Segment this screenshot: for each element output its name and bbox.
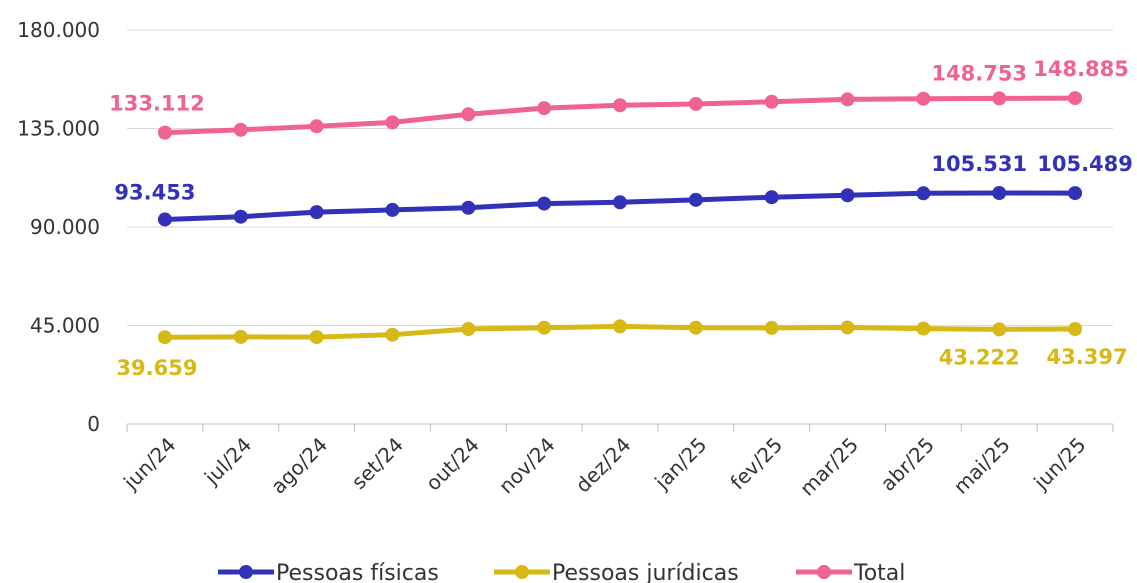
data-point	[157, 330, 172, 345]
data-point	[916, 91, 931, 106]
data-label: 93.453	[114, 180, 195, 204]
data-point	[613, 98, 627, 113]
data-point	[688, 192, 703, 207]
data-label: 148.885	[1033, 57, 1129, 81]
data-point	[157, 212, 172, 227]
y-tick-label: 45.000	[30, 314, 100, 338]
data-point	[537, 196, 552, 211]
legend-swatch-marker	[515, 565, 529, 579]
data-point	[916, 321, 931, 336]
y-tick-label: 90.000	[30, 215, 100, 239]
data-point	[309, 205, 324, 220]
data-point	[537, 101, 552, 116]
x-tick-label: mar/25	[795, 433, 863, 501]
x-tick-label: jan/25	[649, 433, 711, 495]
data-point	[613, 195, 627, 210]
x-tick-label: fev/25	[725, 433, 787, 495]
data-point	[688, 320, 703, 335]
data-label: 105.531	[931, 152, 1027, 176]
data-point	[461, 107, 476, 122]
data-point	[385, 327, 400, 342]
data-point	[233, 122, 248, 137]
data-point	[840, 92, 855, 107]
y-tick-label: 135.000	[17, 117, 100, 141]
data-point	[916, 186, 931, 201]
series-2	[157, 91, 1083, 140]
data-point	[385, 202, 400, 217]
data-point	[1068, 186, 1083, 201]
legend-swatch-marker	[239, 565, 253, 579]
legend-label: Pessoas jurídicas	[552, 561, 739, 583]
x-tick-label: jul/24	[199, 433, 256, 490]
data-point	[461, 200, 476, 215]
data-point	[157, 125, 172, 140]
data-label: 133.112	[109, 92, 205, 116]
x-tick-label: set/24	[347, 433, 408, 494]
legend-item: Pessoas jurídicas	[494, 561, 739, 583]
legend-item: Total	[796, 561, 905, 583]
data-point	[1068, 322, 1083, 337]
data-point	[840, 188, 855, 203]
y-tick-label: 0	[87, 412, 100, 436]
series-layer	[157, 91, 1083, 345]
legend-item: Pessoas físicas	[218, 561, 439, 583]
series-0	[157, 186, 1083, 227]
x-tick-label: ago/24	[266, 433, 332, 499]
data-point	[688, 96, 703, 111]
y-tick-label: 180.000	[17, 18, 100, 42]
legend: Pessoas físicas Pessoas jurídicas Total	[218, 561, 905, 583]
x-tick-label: out/24	[421, 433, 484, 496]
data-label: 148.753	[931, 61, 1027, 85]
data-point	[233, 209, 248, 224]
x-tick-label: jun/25	[1028, 433, 1090, 495]
data-labels: 93.453 105.531 105.489 39.659 43.222 43.397 13…	[109, 57, 1133, 380]
x-tick-label: mai/25	[949, 433, 1015, 499]
x-tick-label: abr/25	[876, 433, 939, 496]
x-tick-label: dez/24	[571, 433, 636, 498]
legend-label: Total	[853, 561, 905, 583]
data-point	[309, 330, 324, 345]
data-point	[1068, 91, 1083, 106]
data-point	[992, 322, 1007, 337]
data-point	[764, 190, 779, 205]
x-tick-label: nov/24	[494, 433, 560, 499]
legend-swatch-marker	[817, 565, 831, 579]
x-tick-label: jun/24	[118, 433, 180, 495]
series-1	[157, 319, 1083, 345]
data-point	[840, 320, 855, 335]
data-point	[385, 115, 400, 130]
legend-label: Pessoas físicas	[276, 561, 439, 583]
data-label: 105.489	[1037, 152, 1133, 176]
data-point	[764, 320, 779, 335]
data-point	[992, 186, 1007, 201]
data-point	[992, 91, 1007, 106]
data-point	[461, 322, 476, 337]
data-label: 43.222	[939, 345, 1020, 369]
data-point	[764, 94, 779, 109]
data-label: 39.659	[116, 356, 197, 380]
data-point	[309, 119, 324, 134]
data-point	[613, 319, 627, 334]
data-point	[233, 329, 248, 344]
data-label: 43.397	[1047, 345, 1128, 369]
data-point	[537, 320, 552, 335]
